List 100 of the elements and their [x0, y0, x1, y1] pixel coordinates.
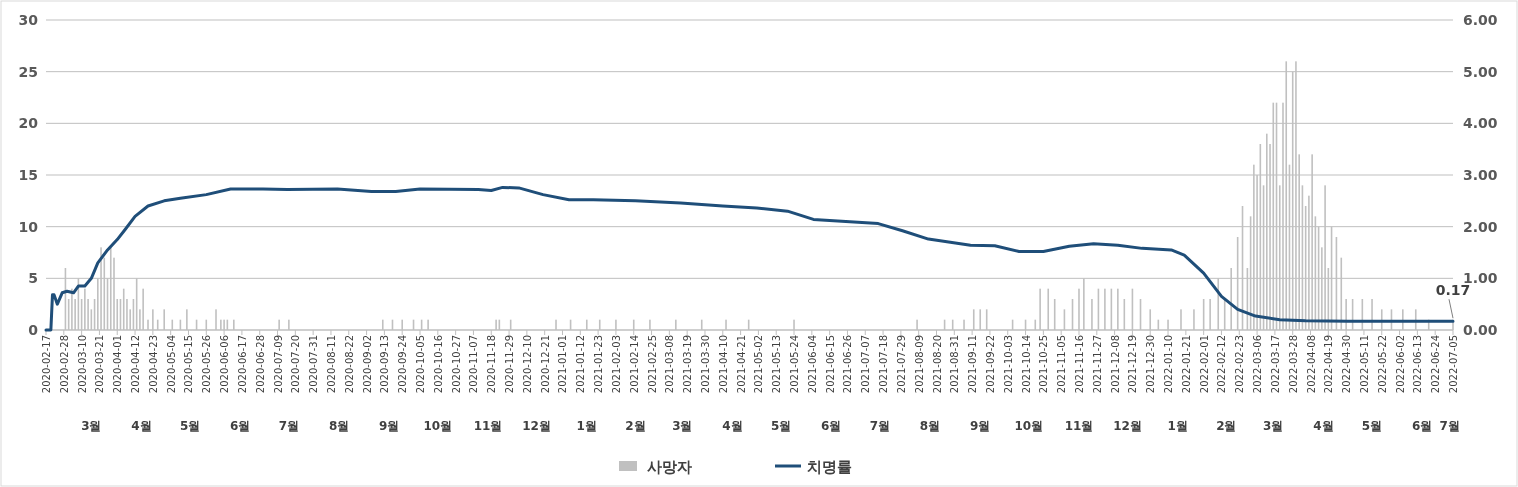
x2-tick-label: 5월: [179, 419, 201, 433]
x-tick-label: 2021-03-30: [699, 335, 711, 394]
x-tick-label: 2022-06-24: [1430, 335, 1442, 394]
x-tick-label: 2021-07-07: [860, 335, 872, 394]
x-tick-label: 2021-06-15: [824, 335, 836, 394]
x-tick-label: 2022-04-08: [1305, 335, 1317, 394]
x-tick-label: 2020-07-09: [272, 335, 284, 394]
y-tick-label: 5: [28, 270, 38, 287]
x-tick-label: 2020-10-27: [450, 335, 462, 394]
x2-tick-label: 4월: [1313, 419, 1334, 433]
x-tick-label: 2021-06-26: [842, 335, 854, 394]
x-tick-label: 2022-02-12: [1216, 335, 1228, 394]
x-tick-label: 2021-01-23: [593, 335, 605, 394]
x-tick-label: 2021-05-13: [771, 335, 783, 394]
x-tick-label: 2021-04-21: [735, 335, 747, 394]
x2-tick-label: 8월: [328, 419, 350, 433]
y-tick-label: 30: [18, 12, 39, 28]
x2-tick-label: 7월: [278, 419, 300, 433]
x-tick-label: 2021-03-08: [664, 335, 676, 394]
x2-tick-label: 12월: [522, 419, 551, 433]
x-tick-label: 2021-11-05: [1056, 335, 1068, 394]
x-tick-label: 2020-05-04: [165, 335, 177, 394]
x-tick-label: 2022-05-11: [1358, 335, 1370, 394]
x-tick-label: 2021-04-10: [717, 335, 729, 394]
y2-tick-label: 0.00: [1463, 322, 1498, 338]
x-tick-label: 2022-01-21: [1180, 335, 1192, 394]
x-tick-label: 2021-01-12: [575, 335, 587, 394]
x-tick-label: 2021-10-14: [1020, 335, 1032, 394]
x2-tick-label: 10월: [1014, 419, 1044, 433]
x-tick-label: 2020-03-21: [94, 335, 106, 394]
x2-tick-label: 2월: [1216, 419, 1237, 433]
x-tick-label: 2020-12-21: [539, 335, 551, 394]
x-tick-label: 2020-02-28: [58, 335, 70, 394]
x-tick-label: 2021-02-14: [628, 335, 640, 394]
x-tick-label: 2020-08-22: [343, 335, 355, 394]
x-tick-label: 2021-10-03: [1002, 335, 1014, 394]
x2-tick-label: 9월: [970, 419, 991, 433]
x2-tick-label: 7월: [1439, 419, 1460, 433]
x-tick-label: 2021-12-19: [1127, 335, 1139, 394]
x-tick-label: 2020-06-06: [219, 335, 231, 394]
x-tick-label: 2020-07-20: [290, 335, 302, 394]
x2-tick-label: 3월: [81, 419, 102, 433]
x-tick-label: 2020-12-10: [521, 335, 533, 394]
x-tick-label: 2020-04-01: [112, 335, 124, 394]
legend-label: 사망자: [647, 458, 692, 476]
x-tick-label: 2022-05-22: [1376, 335, 1388, 394]
x-tick-label: 2020-05-26: [201, 335, 213, 394]
y-tick-label: 10: [18, 218, 39, 235]
x-tick-label: 2020-07-31: [308, 335, 320, 394]
x-tick-label: 2022-03-06: [1252, 335, 1264, 394]
x-tick-label: 2020-11-29: [504, 335, 516, 394]
y-tick-label: 20: [18, 115, 39, 132]
y-tick-label: 0: [28, 322, 39, 338]
annotation: 0.17: [1435, 282, 1471, 299]
x-tick-label: 2021-12-08: [1109, 335, 1121, 394]
x-tick-label: 2021-05-24: [789, 335, 801, 394]
x2-tick-label: 11월: [1064, 419, 1094, 433]
x-tick-label: 2021-02-03: [610, 335, 622, 394]
x-tick-label: 2020-03-10: [76, 335, 88, 394]
x-tick-label: 2021-10-25: [1038, 335, 1050, 394]
y-tick-label: 25: [18, 63, 38, 80]
legend-label: 치명률: [807, 458, 852, 476]
x2-tick-label: 1월: [576, 419, 597, 433]
x-tick-label: 2021-08-31: [949, 335, 961, 394]
x2-tick-label: 8월: [919, 419, 941, 433]
x2-tick-label: 2월: [625, 419, 646, 433]
x2-tick-label: 6월: [1412, 419, 1433, 433]
x-tick-label: 2021-07-29: [895, 335, 907, 394]
x-tick-label: 2022-06-13: [1412, 335, 1424, 394]
x-tick-label: 2021-01-01: [557, 335, 569, 394]
x2-tick-label: 10월: [423, 419, 453, 433]
x-tick-label: 2020-10-05: [415, 335, 427, 394]
y2-tick-label: 2.00: [1463, 218, 1498, 235]
x2-tick-label: 12월: [1113, 419, 1142, 433]
x2-tick-label: 7월: [869, 419, 891, 433]
y2-tick-label: 5.00: [1463, 63, 1498, 80]
y2-tick-label: 6.00: [1463, 12, 1498, 28]
x-tick-label: 2022-02-01: [1198, 335, 1210, 394]
x-tick-label: 2021-09-22: [984, 335, 996, 394]
x-tick-label: 2020-09-02: [361, 335, 373, 394]
x2-tick-label: 5월: [1361, 419, 1383, 433]
x-tick-label: 2021-08-09: [913, 335, 925, 394]
x2-tick-label: 6월: [230, 419, 251, 433]
x2-tick-label: 3월: [672, 419, 693, 433]
x2-tick-label: 4월: [131, 419, 152, 433]
y-tick-label: 15: [18, 167, 38, 183]
x-tick-label: 2020-06-17: [236, 335, 248, 394]
y2-tick-label: 3.00: [1463, 167, 1498, 183]
x2-tick-label: 3월: [1263, 419, 1284, 433]
x-tick-label: 2021-07-18: [878, 335, 890, 394]
x-tick-label: 2021-12-30: [1145, 335, 1157, 394]
x-tick-label: 2021-03-19: [682, 335, 694, 394]
x-tick-label: 2020-10-16: [432, 335, 444, 394]
x-tick-label: 2020-05-15: [183, 335, 195, 394]
x2-tick-label: 6월: [821, 419, 842, 433]
x-tick-label: 2020-11-07: [468, 335, 480, 394]
x-tick-label: 2020-09-24: [397, 335, 409, 394]
x2-tick-label: 11월: [473, 419, 503, 433]
x2-tick-label: 1월: [1167, 419, 1188, 433]
x-tick-label: 2022-01-10: [1163, 335, 1175, 394]
